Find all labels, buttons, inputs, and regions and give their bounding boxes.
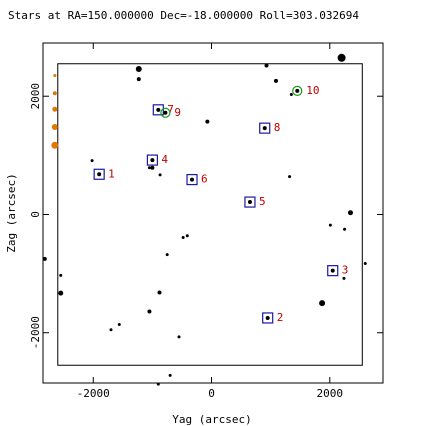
selected-star: [295, 88, 300, 93]
star-id-label: 2: [277, 311, 284, 324]
selected-stars: 1 2 3 4 5 6 7 8 9 10: [93, 84, 349, 324]
selected-star: [265, 315, 270, 320]
field-star: [343, 227, 347, 231]
acquisition-box: [186, 173, 198, 186]
field-star: [342, 276, 346, 280]
field-star: [288, 175, 292, 179]
guide-star: [53, 74, 57, 78]
field-star: [59, 273, 63, 277]
selected-star: [156, 107, 161, 112]
field-star: [264, 63, 269, 68]
field-star: [328, 223, 332, 227]
field-stars: [42, 53, 367, 386]
field-star: [90, 159, 94, 163]
selected-star: [190, 177, 195, 182]
selected-star: [247, 200, 252, 205]
plot-frame: [42, 42, 384, 384]
acquisition-box: [244, 196, 256, 208]
x-tick-label: 0: [208, 387, 215, 400]
field-star: [185, 234, 189, 238]
x-tick-label: -2000: [77, 387, 110, 400]
field-star: [135, 66, 142, 73]
field-of-view-outline: [57, 63, 363, 366]
selected-star: [97, 172, 102, 177]
star-id-label: 3: [342, 264, 349, 277]
field-star: [289, 92, 293, 96]
field-star: [205, 119, 210, 124]
guide-stars: [51, 74, 59, 149]
field-star: [42, 256, 47, 261]
field-star: [168, 373, 172, 377]
star-id-label: 7: [167, 103, 174, 116]
selected-star: [163, 110, 168, 115]
field-star: [337, 53, 346, 62]
selected-star: [262, 126, 267, 131]
acquisition-box: [327, 265, 339, 277]
selected-star: [150, 158, 155, 163]
field-star: [158, 173, 162, 177]
field-star: [319, 300, 326, 307]
acquisition-box: [93, 168, 105, 180]
guide-star: [52, 106, 58, 112]
field-star: [147, 309, 152, 314]
field-star: [181, 236, 185, 240]
field-star: [147, 166, 151, 170]
x-axis-ticks: -2000 0 2000: [77, 43, 343, 400]
star-id-label: 9: [174, 106, 181, 119]
star-id-label: 1: [108, 167, 115, 180]
field-star: [156, 382, 160, 386]
selected-star: [330, 268, 335, 273]
star-id-label: 4: [161, 153, 168, 166]
field-star: [273, 78, 278, 83]
field-star: [363, 262, 367, 266]
field-star: [109, 328, 113, 332]
x-axis-label: Yag (arcsec): [172, 413, 251, 426]
star-id-label: 6: [201, 173, 208, 186]
guide-star: [51, 123, 58, 130]
y-axis-ticks: -2000 0 2000: [29, 83, 383, 349]
y-tick-label: 0: [29, 211, 42, 218]
star-id-label: 5: [259, 195, 266, 208]
field-star: [58, 290, 64, 296]
acquisition-box: [152, 104, 164, 116]
field-star: [136, 77, 141, 82]
field-star: [177, 335, 181, 339]
field-star: [150, 165, 155, 170]
acquisition-box: [262, 312, 274, 324]
x-tick-label: 2000: [317, 387, 344, 400]
y-axis-label: Zag (arcsec): [5, 173, 18, 252]
guide-circle: [160, 107, 171, 118]
chart-title: Stars at RA=150.000000 Dec=-18.000000 Ro…: [8, 9, 359, 22]
field-star: [117, 322, 121, 326]
field-star: [157, 290, 162, 295]
guide-circle: [292, 85, 303, 96]
y-tick-label: -2000: [29, 316, 42, 349]
star-id-label: 8: [274, 121, 281, 134]
field-star: [347, 210, 353, 216]
y-tick-label: 2000: [29, 83, 42, 110]
guide-star: [51, 141, 59, 149]
star-id-label: 10: [306, 84, 319, 97]
acquisition-box: [259, 122, 271, 134]
guide-star: [52, 91, 57, 96]
field-star: [165, 253, 169, 257]
acquisition-box: [146, 154, 158, 166]
